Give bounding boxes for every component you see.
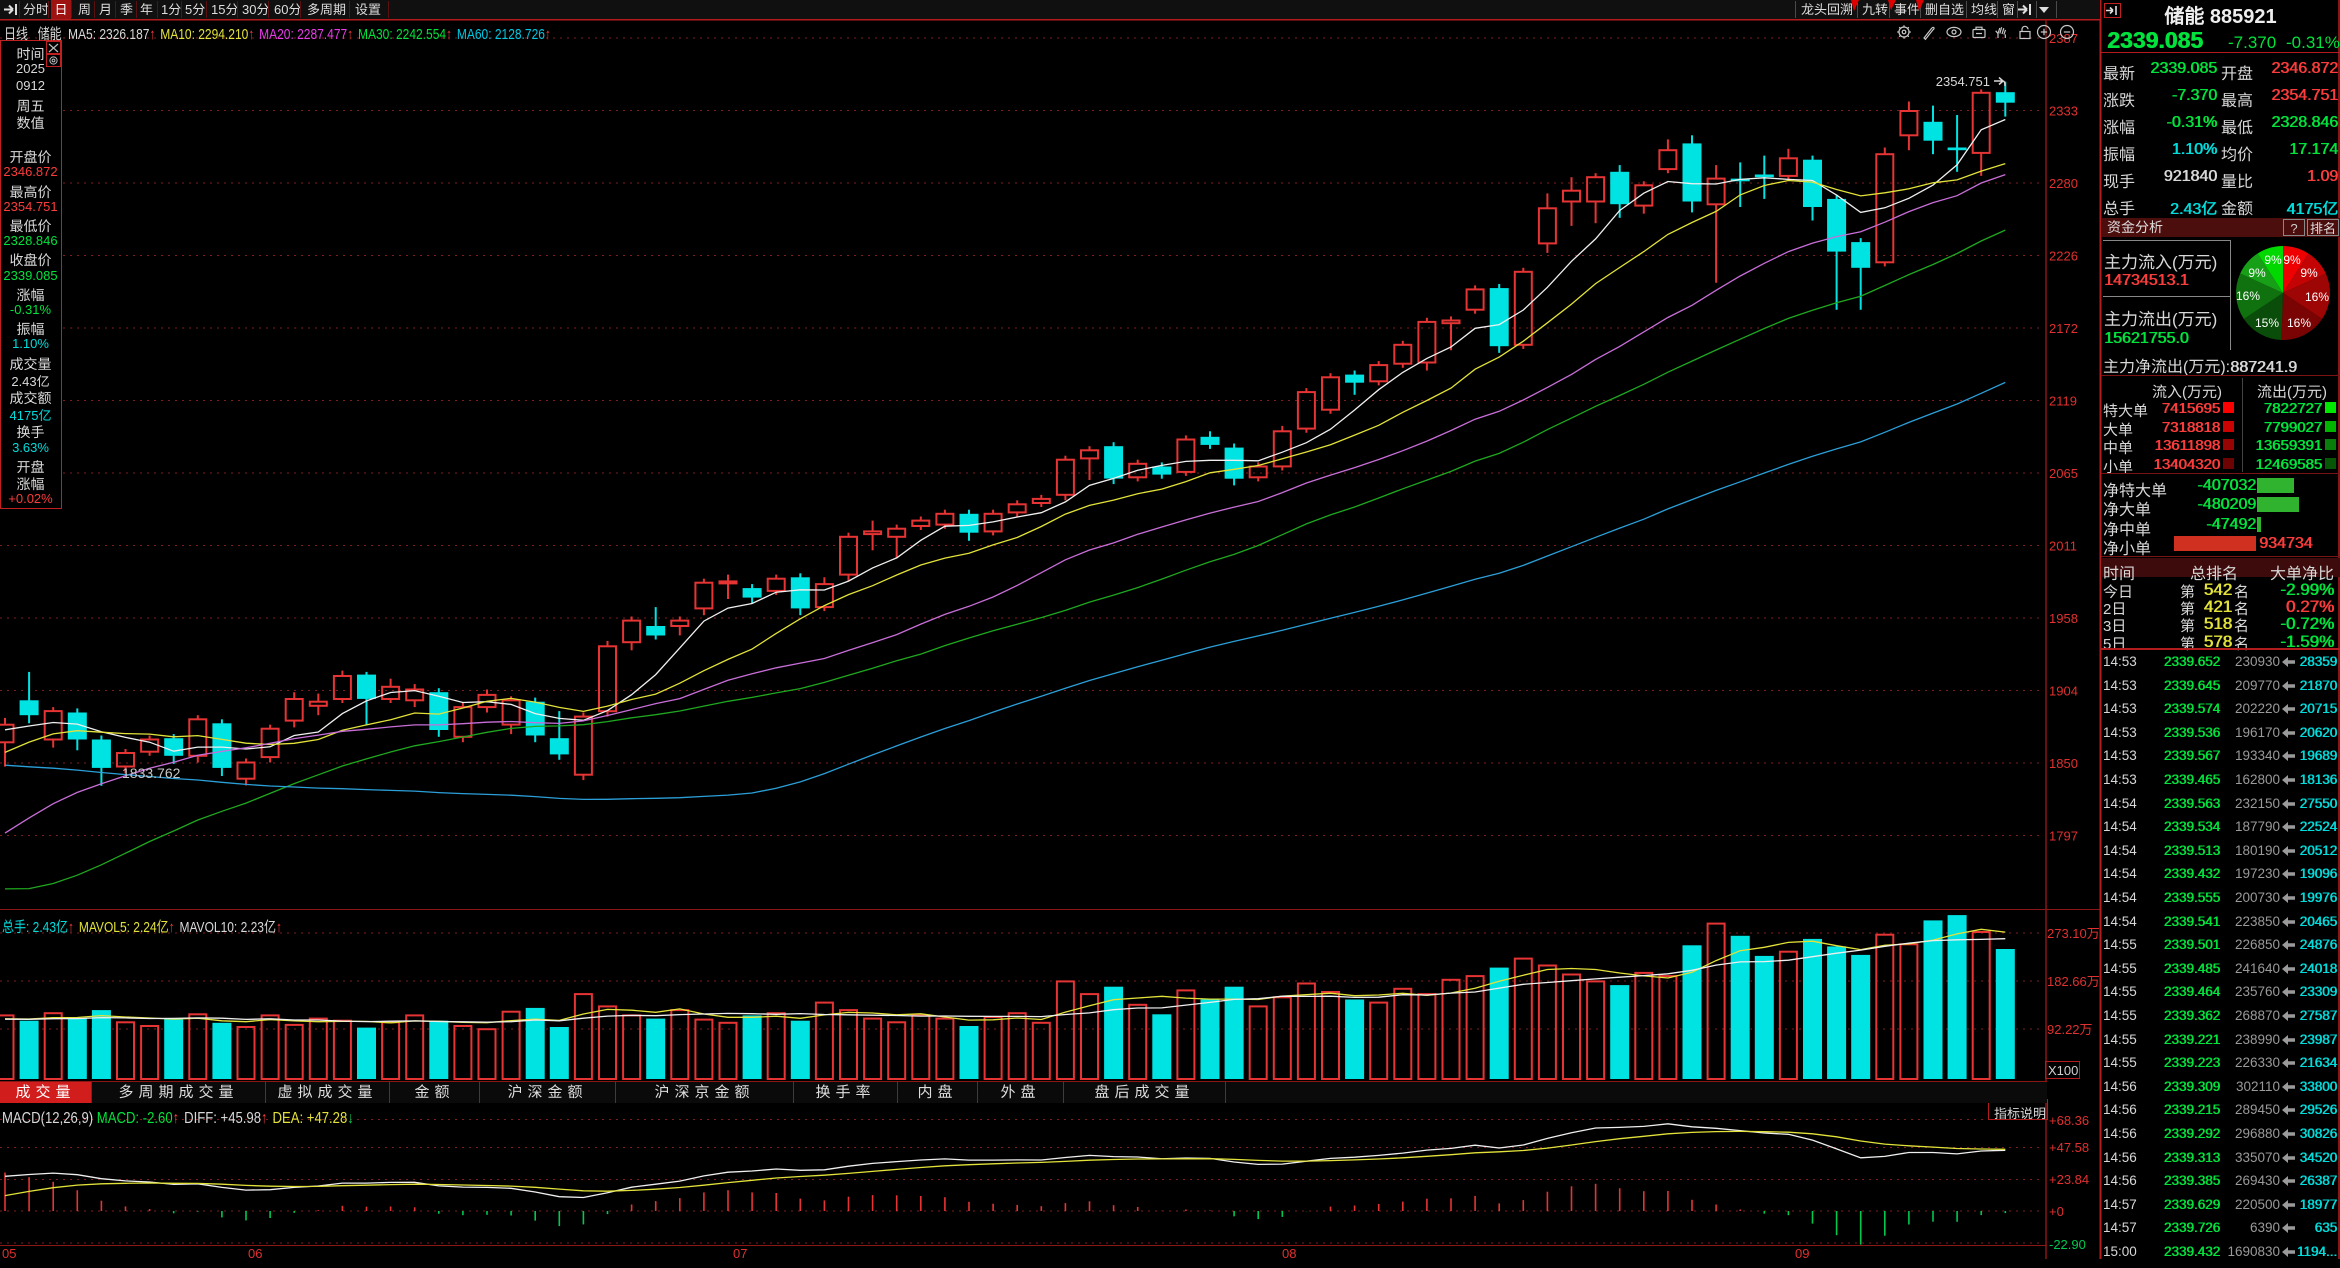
svg-text:9%: 9% xyxy=(2248,266,2266,280)
svg-text:15%: 15% xyxy=(2255,316,2279,330)
svg-text:1797: 1797 xyxy=(2049,829,2078,844)
svg-text:1904: 1904 xyxy=(2049,684,2078,699)
svg-text:+47.58: +47.58 xyxy=(2049,1140,2089,1155)
svg-text:09: 09 xyxy=(1795,1246,1809,1259)
svg-text:16%: 16% xyxy=(2305,290,2329,304)
svg-text:+0: +0 xyxy=(2049,1204,2064,1219)
svg-text:16%: 16% xyxy=(2287,316,2311,330)
svg-text:2354.751: 2354.751 xyxy=(1936,74,1990,89)
svg-text:+23.84: +23.84 xyxy=(2049,1172,2089,1187)
svg-text:2065: 2065 xyxy=(2049,466,2078,481)
svg-text:2387: 2387 xyxy=(2049,31,2078,46)
svg-text:9%: 9% xyxy=(2300,266,2318,280)
svg-text:07: 07 xyxy=(733,1246,747,1259)
svg-text:2333: 2333 xyxy=(2049,104,2078,119)
svg-text:9%: 9% xyxy=(2264,253,2282,267)
svg-text:1958: 1958 xyxy=(2049,611,2078,626)
svg-text:05: 05 xyxy=(2,1246,16,1259)
svg-text:2011: 2011 xyxy=(2049,539,2077,554)
svg-text:1850: 1850 xyxy=(2049,756,2078,771)
svg-text:9%: 9% xyxy=(2283,253,2301,267)
svg-text:2172: 2172 xyxy=(2049,321,2078,336)
svg-text:X100: X100 xyxy=(2048,1063,2078,1078)
svg-text:+68.36: +68.36 xyxy=(2049,1113,2089,1128)
svg-text:1833.762: 1833.762 xyxy=(122,765,181,781)
svg-text:-22.90: -22.90 xyxy=(2049,1237,2086,1252)
svg-text:273.10万: 273.10万 xyxy=(2047,926,2100,941)
svg-text:182.66万: 182.66万 xyxy=(2047,974,2100,989)
svg-text:06: 06 xyxy=(248,1246,262,1259)
svg-text:2280: 2280 xyxy=(2049,176,2078,191)
svg-text:08: 08 xyxy=(1282,1246,1296,1259)
svg-text:2226: 2226 xyxy=(2049,249,2078,264)
svg-text:16%: 16% xyxy=(2236,289,2260,303)
svg-text:92.22万: 92.22万 xyxy=(2047,1022,2093,1037)
svg-text:2119: 2119 xyxy=(2049,394,2077,409)
